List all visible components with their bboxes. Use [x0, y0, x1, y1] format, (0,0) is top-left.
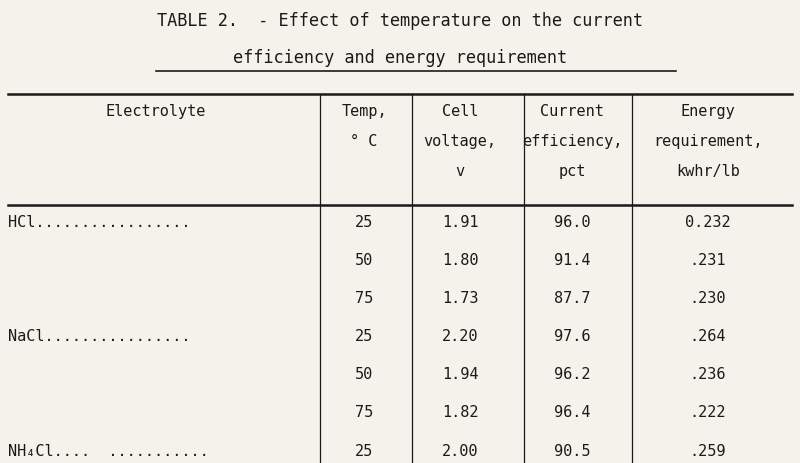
- Text: TABLE 2.  - Effect of temperature on the current: TABLE 2. - Effect of temperature on the …: [157, 12, 643, 30]
- Text: efficiency,: efficiency,: [522, 134, 622, 149]
- Text: 1.94: 1.94: [442, 367, 478, 382]
- Text: Cell: Cell: [442, 104, 478, 119]
- Text: .259: .259: [690, 443, 726, 457]
- Text: 2.00: 2.00: [442, 443, 478, 457]
- Text: Current: Current: [540, 104, 604, 119]
- Text: ° C: ° C: [350, 134, 378, 149]
- Text: pct: pct: [558, 164, 586, 179]
- Text: NH₄Cl....  ...........: NH₄Cl.... ...........: [8, 443, 209, 457]
- Text: 75: 75: [355, 405, 373, 419]
- Text: .264: .264: [690, 329, 726, 344]
- Text: 50: 50: [355, 253, 373, 268]
- Text: 96.4: 96.4: [554, 405, 590, 419]
- Text: 2.20: 2.20: [442, 329, 478, 344]
- Text: 90.5: 90.5: [554, 443, 590, 457]
- Text: 1.73: 1.73: [442, 291, 478, 306]
- Text: efficiency and energy requirement: efficiency and energy requirement: [233, 49, 567, 67]
- Text: 75: 75: [355, 291, 373, 306]
- Text: Electrolyte: Electrolyte: [106, 104, 206, 119]
- Text: HCl.................: HCl.................: [8, 215, 190, 230]
- Text: Temp,: Temp,: [341, 104, 387, 119]
- Text: 97.6: 97.6: [554, 329, 590, 344]
- Text: .236: .236: [690, 367, 726, 382]
- Text: 25: 25: [355, 443, 373, 457]
- Text: v: v: [455, 164, 465, 179]
- Text: 1.82: 1.82: [442, 405, 478, 419]
- Text: 87.7: 87.7: [554, 291, 590, 306]
- Text: kwhr/lb: kwhr/lb: [676, 164, 740, 179]
- Text: requirement,: requirement,: [654, 134, 762, 149]
- Text: 50: 50: [355, 367, 373, 382]
- Text: .230: .230: [690, 291, 726, 306]
- Text: 0.232: 0.232: [685, 215, 731, 230]
- Text: 25: 25: [355, 329, 373, 344]
- Text: 96.2: 96.2: [554, 367, 590, 382]
- Text: 96.0: 96.0: [554, 215, 590, 230]
- Text: NaCl................: NaCl................: [8, 329, 190, 344]
- Text: 25: 25: [355, 215, 373, 230]
- Text: 91.4: 91.4: [554, 253, 590, 268]
- Text: voltage,: voltage,: [423, 134, 497, 149]
- Text: Energy: Energy: [681, 104, 735, 119]
- Text: 1.91: 1.91: [442, 215, 478, 230]
- Text: 1.80: 1.80: [442, 253, 478, 268]
- Text: .222: .222: [690, 405, 726, 419]
- Text: .231: .231: [690, 253, 726, 268]
